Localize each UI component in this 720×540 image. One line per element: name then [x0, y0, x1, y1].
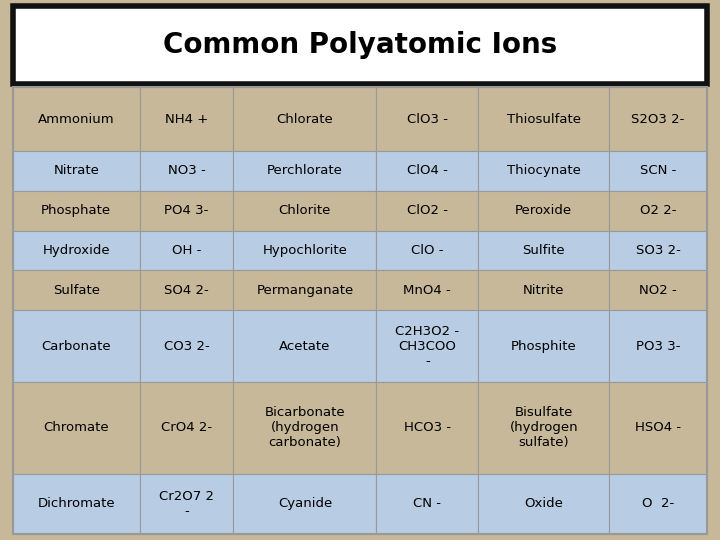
Text: CN -: CN - [413, 497, 441, 510]
Text: Dichromate: Dichromate [37, 497, 115, 510]
FancyBboxPatch shape [609, 191, 707, 231]
Text: HSO4 -: HSO4 - [635, 421, 681, 434]
FancyBboxPatch shape [609, 271, 707, 310]
FancyBboxPatch shape [609, 151, 707, 191]
FancyBboxPatch shape [140, 151, 233, 191]
FancyBboxPatch shape [140, 310, 233, 382]
Text: C2H3O2 -
CH3COO
-: C2H3O2 - CH3COO - [395, 325, 459, 368]
FancyBboxPatch shape [233, 382, 377, 474]
Text: Thiocynate: Thiocynate [507, 164, 580, 177]
FancyBboxPatch shape [13, 271, 140, 310]
Text: Chromate: Chromate [43, 421, 109, 434]
FancyBboxPatch shape [233, 310, 377, 382]
FancyBboxPatch shape [609, 87, 707, 151]
FancyBboxPatch shape [478, 231, 609, 271]
FancyBboxPatch shape [609, 231, 707, 271]
Text: O  2-: O 2- [642, 497, 674, 510]
FancyBboxPatch shape [140, 271, 233, 310]
Text: ClO4 -: ClO4 - [407, 164, 448, 177]
Text: Hydroxide: Hydroxide [42, 244, 110, 257]
Text: Oxide: Oxide [524, 497, 563, 510]
Text: NO2 -: NO2 - [639, 284, 677, 297]
Text: Ammonium: Ammonium [38, 112, 114, 126]
Text: Sulfate: Sulfate [53, 284, 100, 297]
Text: NO3 -: NO3 - [168, 164, 205, 177]
FancyBboxPatch shape [609, 474, 707, 534]
FancyBboxPatch shape [609, 382, 707, 474]
FancyBboxPatch shape [478, 474, 609, 534]
FancyBboxPatch shape [478, 271, 609, 310]
Text: Cr2O7 2
-: Cr2O7 2 - [159, 490, 214, 518]
Text: ClO3 -: ClO3 - [407, 112, 448, 126]
Text: Acetate: Acetate [279, 340, 330, 353]
FancyBboxPatch shape [233, 271, 377, 310]
FancyBboxPatch shape [13, 6, 707, 84]
FancyBboxPatch shape [377, 271, 478, 310]
FancyBboxPatch shape [478, 191, 609, 231]
Text: Nitrite: Nitrite [523, 284, 564, 297]
FancyBboxPatch shape [377, 231, 478, 271]
FancyBboxPatch shape [478, 310, 609, 382]
FancyBboxPatch shape [377, 474, 478, 534]
Text: ClO -: ClO - [411, 244, 444, 257]
FancyBboxPatch shape [233, 231, 377, 271]
FancyBboxPatch shape [13, 310, 140, 382]
FancyBboxPatch shape [140, 87, 233, 151]
Text: SCN -: SCN - [640, 164, 676, 177]
Text: Bisulfate
(hydrogen
sulfate): Bisulfate (hydrogen sulfate) [510, 407, 578, 449]
Text: Perchlorate: Perchlorate [267, 164, 343, 177]
FancyBboxPatch shape [478, 151, 609, 191]
Text: ClO2 -: ClO2 - [407, 204, 448, 217]
FancyBboxPatch shape [478, 87, 609, 151]
FancyBboxPatch shape [140, 382, 233, 474]
Text: Thiosulfate: Thiosulfate [507, 112, 581, 126]
Text: SO3 2-: SO3 2- [636, 244, 680, 257]
Text: SO4 2-: SO4 2- [164, 284, 209, 297]
Text: Common Polyatomic Ions: Common Polyatomic Ions [163, 31, 557, 59]
Text: PO3 3-: PO3 3- [636, 340, 680, 353]
FancyBboxPatch shape [13, 382, 140, 474]
Text: Carbonate: Carbonate [42, 340, 111, 353]
Text: S2O3 2-: S2O3 2- [631, 112, 685, 126]
Text: Sulfite: Sulfite [523, 244, 565, 257]
Text: Chlorite: Chlorite [279, 204, 331, 217]
Text: CO3 2-: CO3 2- [163, 340, 210, 353]
FancyBboxPatch shape [140, 191, 233, 231]
FancyBboxPatch shape [233, 191, 377, 231]
FancyBboxPatch shape [13, 191, 140, 231]
Text: Nitrate: Nitrate [53, 164, 99, 177]
FancyBboxPatch shape [377, 151, 478, 191]
FancyBboxPatch shape [140, 231, 233, 271]
Text: CrO4 2-: CrO4 2- [161, 421, 212, 434]
Text: Chlorate: Chlorate [276, 112, 333, 126]
Text: Phosphite: Phosphite [511, 340, 577, 353]
Text: Bicarbonate
(hydrogen
carbonate): Bicarbonate (hydrogen carbonate) [264, 407, 345, 449]
FancyBboxPatch shape [13, 231, 140, 271]
Text: Peroxide: Peroxide [516, 204, 572, 217]
Text: O2 2-: O2 2- [640, 204, 676, 217]
FancyBboxPatch shape [377, 87, 478, 151]
Text: Hypochlorite: Hypochlorite [263, 244, 347, 257]
FancyBboxPatch shape [609, 310, 707, 382]
Text: OH -: OH - [172, 244, 201, 257]
FancyBboxPatch shape [377, 382, 478, 474]
Text: Cyanide: Cyanide [278, 497, 332, 510]
FancyBboxPatch shape [13, 87, 140, 151]
Text: NH4 +: NH4 + [165, 112, 208, 126]
FancyBboxPatch shape [13, 151, 140, 191]
FancyBboxPatch shape [233, 87, 377, 151]
FancyBboxPatch shape [377, 310, 478, 382]
Text: Permanganate: Permanganate [256, 284, 354, 297]
FancyBboxPatch shape [13, 474, 140, 534]
Text: Phosphate: Phosphate [41, 204, 112, 217]
FancyBboxPatch shape [377, 191, 478, 231]
FancyBboxPatch shape [233, 474, 377, 534]
FancyBboxPatch shape [233, 151, 377, 191]
Text: PO4 3-: PO4 3- [164, 204, 209, 217]
Text: MnO4 -: MnO4 - [403, 284, 451, 297]
Text: HCO3 -: HCO3 - [404, 421, 451, 434]
FancyBboxPatch shape [478, 382, 609, 474]
FancyBboxPatch shape [140, 474, 233, 534]
